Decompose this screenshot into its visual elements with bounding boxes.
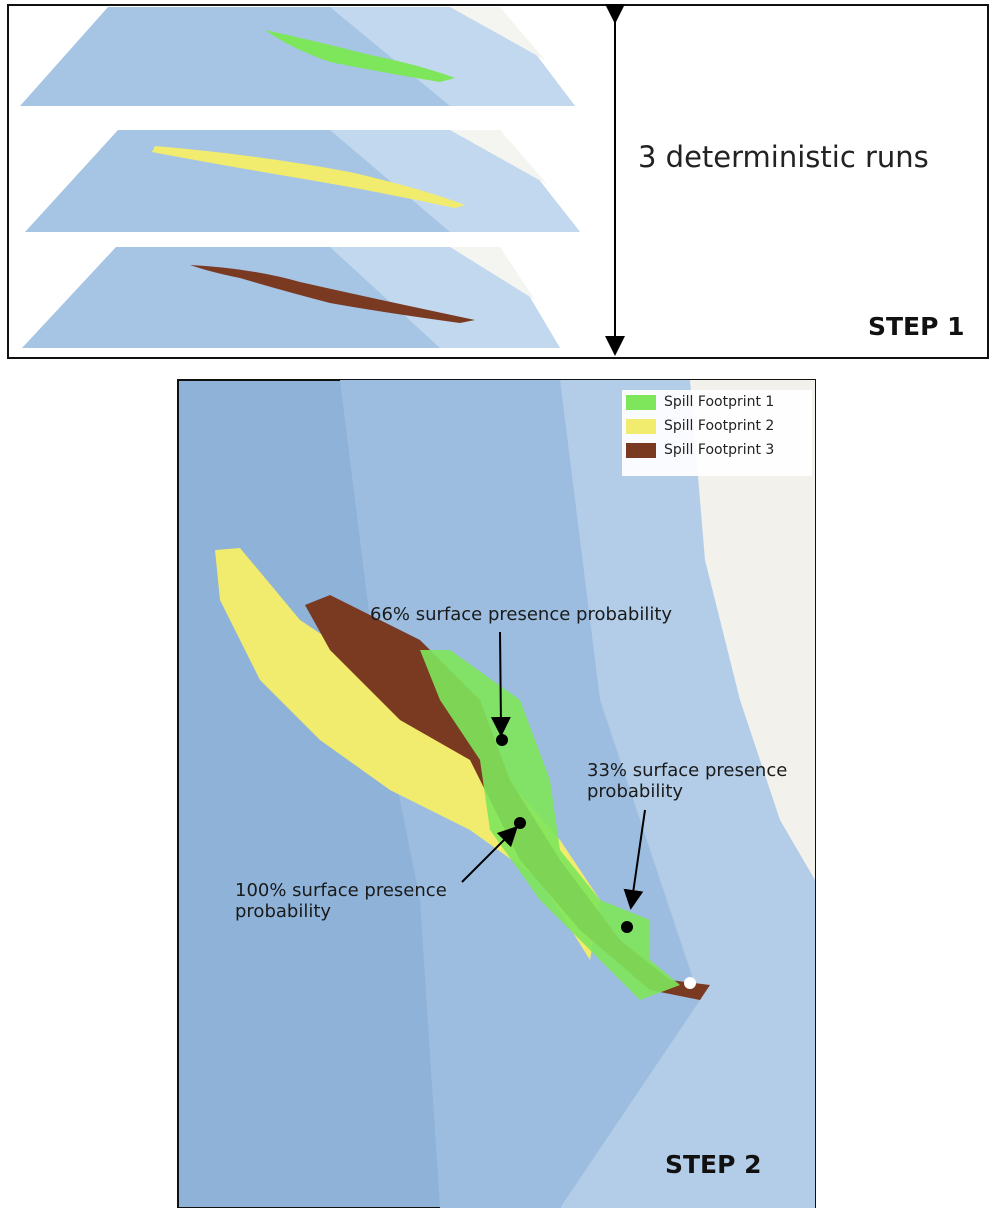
annotation: 66% surface presence probability: [370, 604, 672, 625]
annotation: 33% surface presence probability: [587, 760, 817, 802]
legend-swatch: [626, 419, 656, 434]
legend-label: Spill Footprint 1: [664, 394, 774, 410]
legend-label: Spill Footprint 2: [664, 418, 774, 434]
legend-swatch: [626, 443, 656, 458]
legend-label: Spill Footprint 3: [664, 442, 774, 458]
annotation: 100% surface presence probability: [235, 880, 495, 922]
legend: Spill Footprint 1 Spill Footprint 2 Spil…: [622, 390, 812, 476]
step1-label: STEP 1: [868, 312, 965, 341]
step2-label: STEP 2: [665, 1150, 762, 1179]
page: 3 deterministic runs STEP 1 Spill Footpr…: [0, 0, 990, 1208]
legend-swatch: [626, 395, 656, 410]
runs-label: 3 deterministic runs: [638, 140, 929, 174]
legend-item: Spill Footprint 1: [622, 390, 812, 414]
run-maps: [20, 7, 580, 348]
legend-item: Spill Footprint 2: [622, 414, 812, 438]
legend-item: Spill Footprint 3: [622, 438, 812, 462]
